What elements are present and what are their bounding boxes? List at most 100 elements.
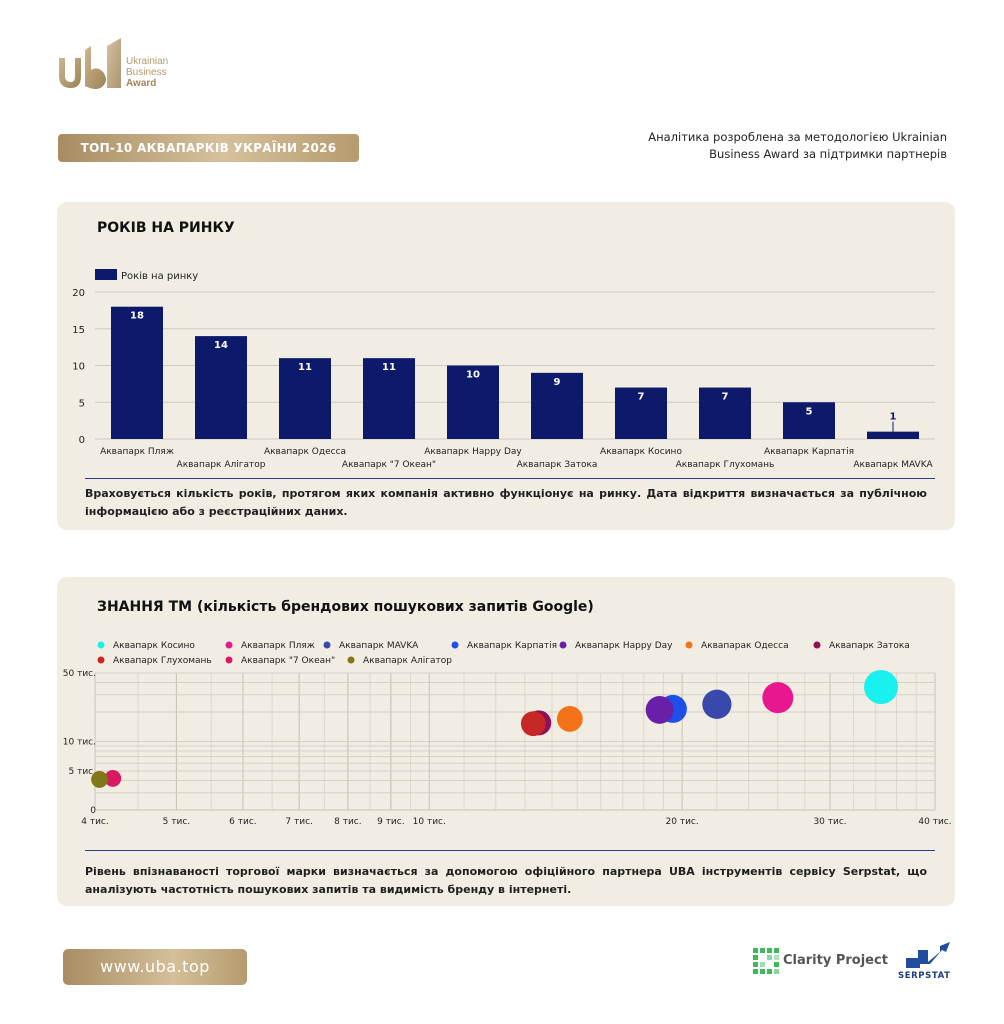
legend-label: Аквапарк Пляж	[241, 641, 315, 651]
bar-value-label: 18	[130, 311, 144, 322]
x-tick-label: 7 тис.	[285, 817, 313, 827]
x-tick-label: Аквапарк Одесса	[264, 447, 346, 457]
x-tick-label: 6 тис.	[229, 817, 257, 827]
awareness-divider	[85, 850, 935, 851]
serpstat-chart-icon	[906, 942, 950, 968]
bar-value-label: 7	[638, 392, 645, 403]
legend-label: Років на ринку	[121, 270, 198, 282]
legend-label: Аквапарк Happy Day	[575, 641, 673, 651]
legend-dot	[225, 656, 233, 664]
bar	[783, 402, 835, 439]
legend-label: Аквапарк Глухомань	[113, 656, 212, 666]
title-banner: ТОП-10 АКВАПАРКІВ УКРАЇНИ 2026	[58, 134, 359, 162]
bar	[195, 336, 247, 439]
bubble-point	[864, 669, 899, 704]
legend-dot	[685, 641, 693, 649]
methodology-line-2: Business Award за підтримки партнерів	[709, 147, 947, 161]
x-tick-label: 30 тис.	[813, 817, 846, 827]
y-tick-label: 5	[79, 398, 85, 409]
y-tick-label: 20	[72, 288, 85, 299]
bar	[615, 387, 667, 439]
logo-text: Ukrainian Business Award	[126, 56, 168, 89]
bar	[447, 365, 499, 439]
x-tick-label: Аквапарк Пляж	[100, 447, 174, 457]
x-tick-label: 20 тис.	[666, 817, 699, 827]
clarity-project-label: Clarity Project	[783, 953, 888, 968]
x-tick-label: Аквапарк Карпатія	[764, 447, 854, 457]
y-tick-label: 0	[90, 806, 96, 816]
x-tick-label: 8 тис.	[334, 817, 362, 827]
x-tick-label: Аквапарк "7 Океан"	[342, 460, 436, 470]
bar	[699, 387, 751, 439]
website-link[interactable]: www.uba.top	[63, 949, 247, 985]
bubble-point	[702, 689, 732, 719]
x-tick-label: Аквапарк Алігатор	[177, 460, 266, 470]
bar-value-label: 9	[554, 377, 561, 388]
legend-label: Аквапарк Затока	[829, 641, 910, 651]
x-tick-label: 5 тис.	[163, 817, 191, 827]
x-tick-label: Аквапарк Глухомань	[676, 460, 775, 470]
bubble-point	[556, 706, 583, 732]
legend-dot	[559, 641, 567, 649]
brand-awareness-card: ЗНАННЯ ТМ (кількість брендових пошукових…	[57, 577, 955, 906]
x-tick-label: 4 тис.	[81, 817, 109, 827]
bar	[111, 306, 163, 439]
clarity-project-logo: Clarity Project	[753, 948, 893, 976]
bubble-point	[645, 696, 674, 724]
bar-value-label: 7	[722, 392, 729, 403]
legend-label: Аквапарк Косино	[113, 641, 195, 651]
serpstat-logo: SERPSTAT	[896, 940, 958, 984]
bar-legend: Років на ринку	[95, 269, 198, 282]
bar-value-label: 11	[298, 362, 312, 373]
x-tick-label: 9 тис.	[377, 817, 405, 827]
legend-swatch	[95, 269, 117, 280]
bar-value-label: 14	[214, 340, 228, 351]
awareness-note: Рівень впізнаваності торгової марки визн…	[85, 865, 927, 896]
legend-label: Аквапарк Карпатія	[467, 641, 557, 651]
legend-label: Аквапарк "7 Океан"	[241, 656, 335, 666]
uba-logo	[59, 38, 121, 89]
legend-label: Аквапарак Одесса	[701, 641, 789, 651]
bar	[279, 358, 331, 439]
x-tick-label: Аквапарк Happy Day	[424, 447, 522, 457]
bar-value-label: 5	[806, 406, 813, 417]
serpstat-label: SERPSTAT	[898, 971, 951, 981]
y-tick-label: 10	[72, 362, 85, 373]
x-tick-label: Аквапарк MAVKA	[853, 460, 933, 470]
y-tick-label: 10 тис.	[63, 738, 96, 748]
bar-value-label: 10	[466, 370, 480, 381]
clarity-grid-icon	[753, 948, 779, 974]
methodology-line-1: Аналітика розроблена за методологією Ukr…	[648, 130, 947, 144]
y-tick-label: 5 тис.	[69, 767, 97, 777]
x-tick-label: Аквапарк Затока	[517, 460, 598, 470]
x-tick-label: 40 тис.	[918, 817, 951, 827]
awareness-chart-title: ЗНАННЯ ТМ (кількість брендових пошукових…	[97, 599, 594, 615]
legend-dot	[323, 641, 331, 649]
logo-line-3: Award	[126, 78, 157, 89]
legend-dot	[451, 641, 459, 649]
logo-line-1: Ukrainian	[126, 56, 169, 67]
years-divider	[85, 478, 935, 479]
legend-dot	[97, 641, 105, 649]
x-tick-label: Аквапарк Косино	[600, 447, 682, 457]
bubble-point	[104, 770, 122, 787]
legend-dot	[347, 656, 355, 664]
bar	[531, 372, 583, 439]
logo-line-2: Business	[126, 67, 167, 78]
bubble-point	[91, 771, 108, 788]
y-tick-label: 50 тис.	[63, 669, 96, 679]
legend-dot	[813, 641, 821, 649]
years-on-market-card: РОКІВ НА РИНКУ Років на ринку 0 5 10 15 20 18 А…	[57, 202, 955, 530]
bar-value-label: 11	[382, 362, 396, 373]
x-tick-label: 10 тис.	[413, 817, 446, 827]
years-chart-title: РОКІВ НА РИНКУ	[97, 220, 235, 236]
years-note: Враховується кількість років, протягом я…	[85, 487, 927, 518]
bar	[867, 431, 919, 439]
y-tick-label: 0	[79, 435, 85, 446]
bar	[363, 358, 415, 439]
bar-value-label: 1	[890, 412, 897, 423]
awareness-bubble-chart: Аквапарк Косино Аквапарк Пляж Аквапарк MAV…	[63, 641, 952, 827]
methodology-note: Аналітика розроблена за методологією Ukr…	[627, 129, 947, 163]
y-tick-label: 15	[72, 325, 85, 336]
